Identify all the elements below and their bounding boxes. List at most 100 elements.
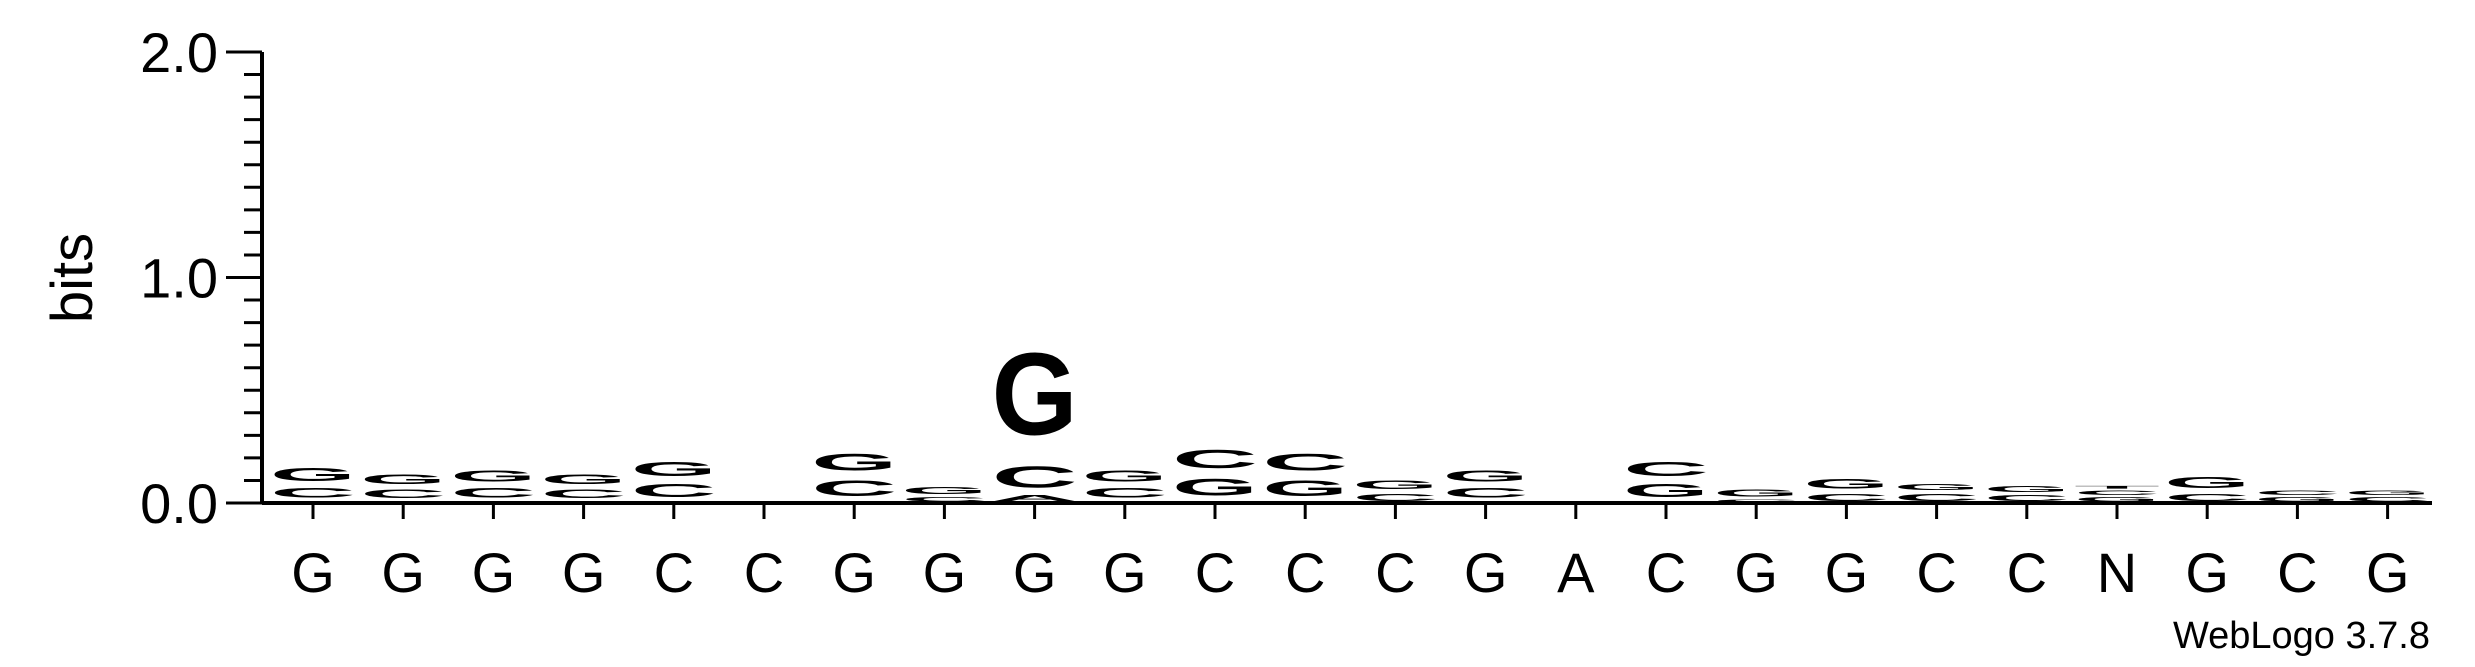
x-tick-label: C — [2277, 541, 2317, 604]
logo-letter-C: C — [1352, 492, 1438, 503]
y-tick-label: 2.0 — [140, 21, 218, 84]
x-tick-label: G — [1734, 541, 1778, 604]
logo-letter-G: G — [1713, 487, 1799, 498]
logo-letter-C: C — [360, 487, 446, 501]
logo-letter-A: A — [1443, 501, 1529, 503]
logo-letter-C: C — [2345, 496, 2431, 503]
logo-stack: AGC — [1172, 445, 1258, 503]
logo-letter-G: G — [1443, 467, 1529, 485]
logo-letter-A: A — [1262, 501, 1348, 503]
logo-letter-G: G — [811, 449, 897, 476]
logo-stack: CG — [2164, 474, 2250, 503]
x-tick-label: C — [1285, 541, 1325, 604]
logo-letter-A: A — [1623, 501, 1709, 503]
x-tick-label: C — [744, 541, 784, 604]
logo-letter-G: G — [360, 471, 446, 487]
logo-letter-G: G — [270, 465, 356, 485]
x-tick-label: G — [2185, 541, 2229, 604]
x-tick-label: G — [923, 541, 967, 604]
logo-letter-C: C — [1082, 485, 1168, 501]
y-tick-label: 0.0 — [140, 472, 218, 535]
x-tick-label: A — [1557, 541, 1595, 604]
logo-stack: CG — [1894, 483, 1980, 503]
weblogo-credit: WebLogo 3.7.8 — [2173, 615, 2430, 657]
logo-letter-A: A — [270, 501, 356, 503]
logo-letter-C: C — [1803, 492, 1889, 503]
x-tick-label: C — [1916, 541, 1956, 604]
logo-letter-G: G — [631, 458, 717, 481]
logo-stack: ACG — [541, 471, 627, 503]
x-tick-label: G — [291, 541, 335, 604]
logo-letter-G: G — [1082, 467, 1168, 485]
logo-stack: CG — [1803, 476, 1889, 503]
logo-letter-G: G — [992, 330, 1078, 460]
logo-letter-A: A — [992, 494, 1078, 503]
logo-letter-G: G — [1623, 480, 1709, 500]
logo-letter-G: G — [1894, 483, 1980, 492]
logo-stack: CG — [901, 485, 987, 503]
x-tick-label: G — [472, 541, 516, 604]
logo-letter-G: G — [2345, 489, 2431, 496]
y-axis-label: bits — [40, 233, 105, 323]
y-tick-label: 1.0 — [140, 247, 218, 310]
logo-letter-G: G — [2164, 474, 2250, 492]
logo-letter-G: G — [901, 485, 987, 496]
logo-letter-G: G — [1172, 474, 1258, 501]
logo-stack: ACG — [992, 330, 1078, 503]
logo-letter-C: C — [1262, 449, 1348, 476]
x-tick-label: G — [1825, 541, 1869, 604]
logo-letter-G: G — [1803, 476, 1889, 492]
logo-stack: GC — [2254, 489, 2340, 503]
x-tick-label: C — [654, 541, 694, 604]
logo-stack: CG — [2345, 489, 2431, 503]
x-tick-label: G — [832, 541, 876, 604]
logo-letter-C: C — [721, 501, 807, 503]
x-tick-label: C — [1195, 541, 1235, 604]
logo-stack: CG — [1352, 478, 1438, 503]
logo-letter-C: C — [2164, 492, 2250, 503]
logo-stack: CG — [1984, 485, 2070, 503]
logo-letter-G: G — [1984, 485, 2070, 494]
logo-stack: GCT — [2074, 485, 2160, 503]
logo-letter-C: C — [541, 487, 627, 501]
logo-letter-T: T — [2074, 485, 2160, 489]
logo-letter-C: C — [1623, 458, 1709, 480]
x-tick-label: G — [1464, 541, 1508, 604]
logo-letter-A: A — [450, 501, 536, 503]
logo-letter-G: G — [2074, 496, 2160, 503]
x-tick-label: G — [381, 541, 425, 604]
logo-stack: CG — [1713, 487, 1799, 503]
logo-letter-G: G — [541, 471, 627, 487]
x-tick-label: C — [1646, 541, 1686, 604]
logo-letter-C: C — [1713, 498, 1799, 502]
logo-stack: ACG — [270, 465, 356, 503]
x-tick-label: C — [2007, 541, 2047, 604]
logo-letter-C: C — [1443, 485, 1529, 501]
x-tick-label: N — [2097, 541, 2137, 604]
logo-stack: ACG — [1443, 467, 1529, 503]
logo-letter-C: C — [450, 485, 536, 501]
logo-letter-C: C — [1172, 445, 1258, 474]
logo-letter-C: C — [992, 460, 1078, 494]
logo-letter-G: G — [1262, 476, 1348, 501]
x-tick-label: G — [1103, 541, 1147, 604]
logo-stack: ACG — [811, 449, 897, 503]
logo-stack: ACG — [360, 471, 446, 503]
logo-letter-A: A — [541, 501, 627, 503]
logo-letter-C: C — [811, 476, 897, 501]
x-tick-label: G — [562, 541, 606, 604]
logo-letter-A: A — [1082, 501, 1168, 503]
y-axis: 0.0 1.0 2.0 — [140, 21, 264, 535]
logo-stack: ACG — [631, 458, 717, 503]
logo-letter-A: A — [631, 501, 717, 503]
logo-letter-C: C — [1984, 494, 2070, 503]
logo-stack: AGC — [1623, 458, 1709, 503]
logo-letter-A: A — [811, 501, 897, 503]
logo-stack: ACG — [450, 467, 536, 503]
logo-letter-C: C — [1894, 492, 1980, 503]
logo-stack: AGC — [1262, 449, 1348, 503]
x-tick-label: G — [2366, 541, 2410, 604]
